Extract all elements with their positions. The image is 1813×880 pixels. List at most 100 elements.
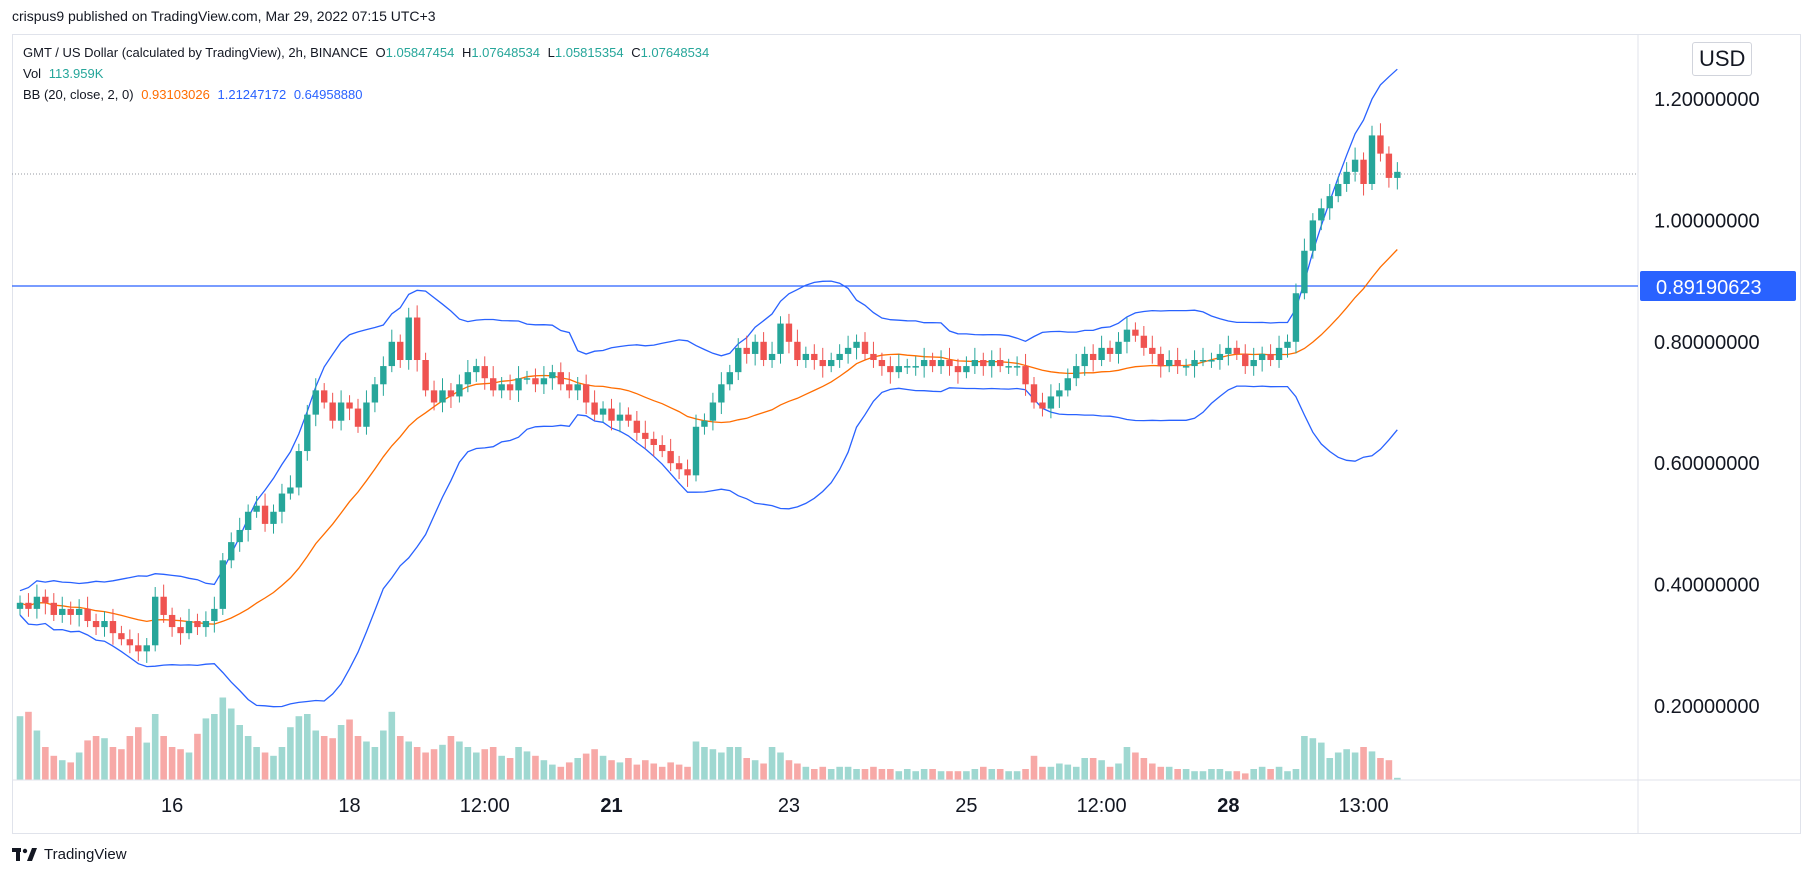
volume-bar <box>540 760 548 780</box>
candle-body <box>177 627 184 634</box>
volume-bar <box>312 730 320 780</box>
volume-bar <box>870 766 877 780</box>
candle-body <box>397 341 404 361</box>
volume-bar <box>515 747 522 780</box>
legend-low-value: 1.05815354 <box>554 45 624 60</box>
candle-body <box>498 384 505 391</box>
volume-bar <box>549 764 556 780</box>
candle-body <box>118 633 125 640</box>
candle-body <box>1149 347 1156 354</box>
candle-body <box>371 384 379 403</box>
volume-bar <box>1106 766 1114 780</box>
candle-body <box>490 378 497 391</box>
tradingview-logo-icon <box>12 847 37 861</box>
volume-bar <box>1309 738 1317 780</box>
volume-bar <box>473 752 480 780</box>
candle-body <box>912 366 919 368</box>
candle-body <box>642 432 649 439</box>
volume-bar <box>447 736 455 780</box>
x-tick-label: 28 <box>1217 795 1239 817</box>
volume-bar <box>1208 769 1215 780</box>
volume-bar <box>988 769 996 780</box>
volume-bar <box>304 714 311 780</box>
candle-body <box>33 596 41 609</box>
volume-bar <box>1140 758 1148 780</box>
candle-body <box>574 384 581 391</box>
candle-body <box>1005 366 1012 368</box>
candle-body <box>751 341 759 354</box>
candle-body <box>870 353 877 361</box>
volume-bar <box>734 747 742 780</box>
volume-bar <box>675 764 683 780</box>
legend-close-value: 1.07648534 <box>640 45 710 60</box>
candle-body <box>1258 353 1266 361</box>
candle-body <box>1275 347 1283 361</box>
volume-bar <box>1258 766 1266 780</box>
volume-bar <box>1157 766 1165 780</box>
candle-body <box>1056 390 1063 397</box>
volume-bar <box>1385 760 1393 780</box>
candle-body <box>828 360 835 367</box>
volume-bar <box>1233 771 1241 780</box>
candle-body <box>582 384 590 403</box>
volume-bar <box>1360 747 1367 780</box>
x-tick-label: 13:00 <box>1339 795 1389 817</box>
volume-bar <box>236 725 243 780</box>
candle-body <box>1292 293 1300 342</box>
candle-body <box>633 420 641 433</box>
volume-bar <box>1284 771 1291 780</box>
volume-bar <box>726 747 734 780</box>
candle-body <box>346 402 353 409</box>
volume-bar <box>489 747 497 780</box>
candle-body <box>430 390 438 403</box>
volume-bar <box>270 755 277 780</box>
volume-bar <box>151 714 159 780</box>
legend-bb: BB (20, close, 2, 0) 0.93103026 1.212471… <box>23 87 367 102</box>
candle-body <box>363 402 370 427</box>
volume-bar <box>363 741 370 780</box>
volume-bar <box>980 766 987 780</box>
candle-body <box>692 426 700 476</box>
volume-bar <box>456 741 463 780</box>
volume-bar <box>861 769 869 780</box>
candle-body <box>591 402 598 415</box>
volume-bar <box>506 758 514 780</box>
volume-bar <box>109 747 117 780</box>
volume-bar <box>887 769 894 780</box>
candle-body <box>1216 353 1224 361</box>
volume-bar <box>1199 771 1207 780</box>
candle-body <box>887 366 894 373</box>
candle-body <box>1301 250 1308 294</box>
candle-body <box>92 621 100 628</box>
volume-bar <box>1030 755 1038 780</box>
volume-bar <box>523 751 531 780</box>
candle-body <box>1140 335 1148 348</box>
candle-body <box>616 414 624 421</box>
candle-body <box>1132 329 1139 336</box>
candle-body <box>608 408 615 421</box>
volume-bar <box>422 752 429 780</box>
volume-bar <box>642 760 649 780</box>
volume-bar <box>827 769 835 780</box>
candle-body <box>819 360 826 367</box>
y-tick-label: 1.20000000 <box>1654 89 1760 111</box>
legend-close-label: C <box>631 45 641 60</box>
currency-button[interactable]: USD <box>1692 42 1753 76</box>
candle-body <box>194 621 201 628</box>
volume-bar <box>1326 758 1334 780</box>
candle-body <box>599 408 607 415</box>
legend-bb-mid: 0.93103026 <box>141 87 210 102</box>
candle-body <box>278 493 286 512</box>
volume-bar <box>1225 771 1232 780</box>
candle-body <box>135 645 142 652</box>
volume-bar <box>16 716 24 780</box>
volume-bar <box>1064 764 1072 780</box>
candle-body <box>929 360 936 367</box>
volume-bar <box>599 755 607 780</box>
volume-bar <box>287 727 294 780</box>
candle-body <box>1267 353 1274 361</box>
candles <box>16 123 1401 663</box>
volume-bar <box>777 752 784 780</box>
y-tick-label: 0.40000000 <box>1654 575 1760 597</box>
